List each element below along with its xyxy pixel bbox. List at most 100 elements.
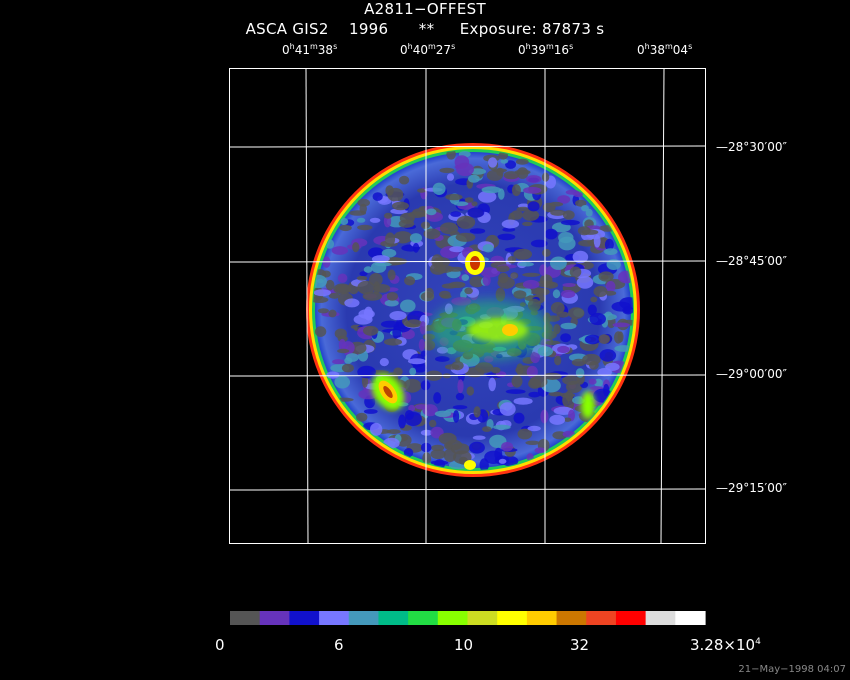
noise-speckle (337, 273, 348, 283)
noise-speckle (492, 168, 507, 173)
noise-speckle (611, 301, 632, 312)
colorbar-swatch (289, 611, 320, 625)
noise-speckle (423, 228, 441, 240)
colorbar-swatch (675, 611, 706, 625)
noise-speckle (516, 167, 529, 179)
noise-speckle (385, 185, 394, 196)
noise-speckle (497, 233, 516, 241)
ra-tick-label: 0h38m04s (637, 42, 693, 57)
colorbar-swatch (437, 611, 469, 625)
colorbar-swatch (467, 611, 498, 625)
noise-speckle (501, 441, 514, 452)
noise-speckle (605, 362, 620, 371)
ra-grid-line (660, 67, 665, 544)
colorbar-swatch (526, 611, 558, 625)
noise-speckle (562, 283, 576, 287)
noise-speckle (482, 426, 492, 432)
noise-speckle (357, 365, 376, 379)
noise-speckle (385, 232, 396, 247)
noise-speckle (576, 276, 594, 289)
noise-speckle (513, 412, 525, 424)
noise-speckle (453, 201, 469, 206)
noise-speckle (313, 289, 331, 297)
noise-speckle (562, 210, 575, 220)
noise-speckle (581, 229, 599, 235)
noise-speckle (326, 371, 340, 379)
noise-speckle (528, 391, 541, 398)
noise-speckle (363, 266, 373, 273)
noise-speckle (335, 284, 351, 293)
noise-speckle (438, 432, 457, 445)
southwest-source-core (383, 386, 393, 398)
noise-speckle (439, 167, 455, 173)
noise-speckle (550, 209, 566, 216)
colorbar-label: 32 (570, 636, 590, 654)
dec-tick-label: —29°15′00″ (716, 481, 788, 495)
noise-speckle (560, 289, 576, 299)
noise-speckle (511, 210, 523, 220)
noise-speckle (432, 182, 446, 195)
noise-speckle (527, 425, 541, 432)
noise-speckle (384, 212, 393, 219)
coordinate-grid (228, 67, 706, 544)
dec-grid-line (228, 488, 706, 491)
noise-speckle (407, 211, 426, 218)
noise-speckle (412, 242, 420, 253)
noise-speckle (356, 276, 368, 281)
noise-speckle (435, 356, 450, 362)
noise-speckle (328, 292, 340, 299)
colorbar-label: 0 (215, 636, 225, 654)
noise-speckle (353, 314, 373, 325)
noise-speckle (498, 188, 505, 200)
noise-speckle (452, 405, 468, 410)
noise-speckle (495, 287, 506, 302)
noise-speckle (604, 248, 618, 256)
noise-speckle (589, 312, 606, 326)
noise-speckle (515, 158, 529, 165)
colorbar-swatch (230, 611, 261, 625)
noise-speckle (409, 367, 417, 376)
noise-speckle (461, 274, 470, 281)
noise-speckle (328, 309, 337, 318)
noise-speckle (400, 299, 416, 313)
noise-speckle (409, 233, 423, 243)
noise-speckle (398, 219, 415, 228)
noise-speckle (386, 292, 398, 301)
noise-speckle (407, 358, 426, 365)
noise-speckle (544, 228, 558, 240)
noise-speckle (502, 227, 516, 232)
noise-speckle (325, 279, 335, 291)
noise-speckle (522, 279, 540, 289)
central-source (502, 324, 518, 336)
noise-speckle (589, 360, 599, 370)
noise-speckle (560, 392, 575, 398)
colorbar-swatch (378, 611, 409, 625)
noise-speckle (417, 188, 427, 193)
noise-speckle (430, 460, 449, 466)
noise-speckle (545, 340, 561, 345)
noise-speckle (581, 205, 589, 212)
noise-speckle (363, 409, 378, 414)
noise-speckle (522, 209, 540, 221)
noise-speckle (548, 391, 563, 397)
noise-speckle (573, 191, 584, 198)
detector-disc (306, 143, 640, 477)
noise-speckle (439, 290, 451, 299)
noise-speckle (540, 409, 549, 424)
ra-tick-label: 0h41m38s (282, 42, 338, 57)
noise-speckle (549, 414, 566, 425)
exposure-label: Exposure: 87873 s (459, 20, 605, 38)
noise-speckle (530, 239, 548, 248)
noise-speckle (560, 333, 571, 343)
colorbar-label: 6 (334, 636, 344, 654)
noise-speckle (606, 259, 621, 270)
noise-speckle (337, 348, 350, 354)
noise-speckle (488, 377, 497, 392)
noise-speckle (543, 372, 562, 380)
noise-speckle (584, 334, 601, 345)
noise-speckle (513, 290, 527, 299)
noise-speckle (542, 248, 551, 257)
noise-speckle (480, 267, 501, 278)
noise-speckle (339, 224, 352, 232)
noise-speckle (314, 326, 327, 337)
